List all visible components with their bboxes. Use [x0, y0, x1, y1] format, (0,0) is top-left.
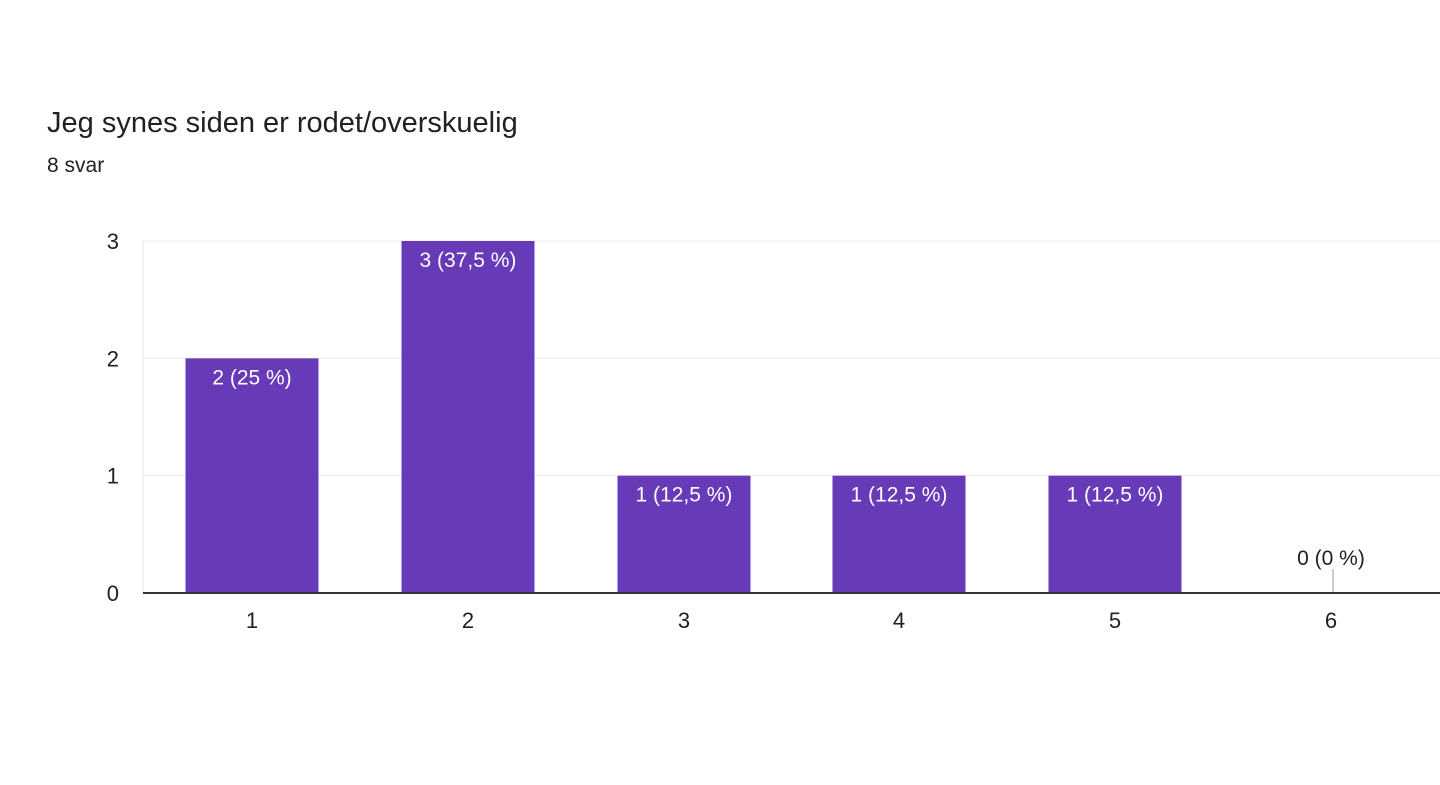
bar[interactable]	[832, 475, 966, 593]
x-tick-label: 5	[1109, 608, 1121, 633]
y-tick-label: 3	[107, 229, 119, 254]
y-tick-label: 2	[107, 346, 119, 371]
bar-data-label: 2 (25 %)	[212, 366, 291, 389]
bar[interactable]	[401, 241, 535, 593]
bar[interactable]	[185, 358, 319, 593]
x-tick-label: 2	[462, 608, 474, 633]
x-tick-label: 6	[1325, 608, 1337, 633]
bar[interactable]	[1048, 475, 1182, 593]
y-tick-label: 0	[107, 581, 119, 606]
bar-data-label: 1 (12,5 %)	[851, 484, 948, 507]
bar-data-label: 3 (37,5 %)	[420, 249, 517, 272]
bar-data-label: 1 (12,5 %)	[636, 484, 733, 507]
x-tick-label: 1	[246, 608, 258, 633]
bar[interactable]	[617, 475, 751, 593]
bar-data-label: 0 (0 %)	[1297, 547, 1365, 570]
x-tick-label: 3	[678, 608, 690, 633]
bar-data-label: 1 (12,5 %)	[1067, 484, 1164, 507]
x-tick-label: 4	[893, 608, 905, 633]
question-title: Jeg synes siden er rodet/overskuelig	[47, 107, 518, 139]
y-tick-label: 1	[107, 464, 119, 489]
response-count: 8 svar	[47, 154, 105, 177]
